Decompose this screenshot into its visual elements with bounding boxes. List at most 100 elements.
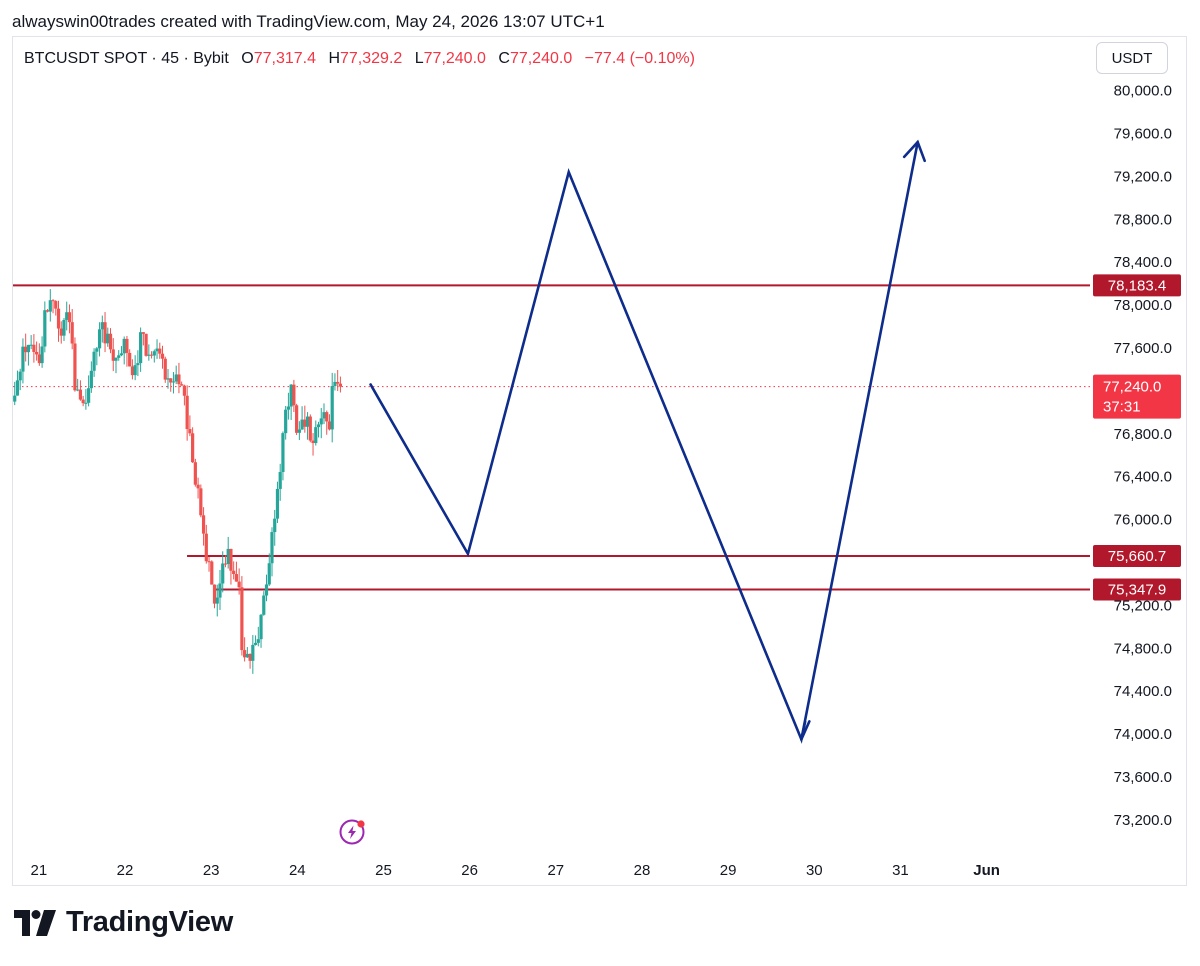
candle-body bbox=[56, 308, 61, 329]
candle-body bbox=[87, 388, 91, 403]
level-badge bbox=[1093, 578, 1181, 601]
candle-body bbox=[201, 515, 206, 534]
candle-body bbox=[199, 488, 203, 516]
candle-body bbox=[103, 322, 107, 344]
candle-body bbox=[305, 416, 310, 427]
candle-body bbox=[316, 424, 321, 428]
price-badges: 78,183.4 75,660.7 75,347.9 77,240.0 37:31 bbox=[1093, 274, 1181, 601]
candle-body bbox=[51, 300, 55, 302]
tradingview-logo: TradingView bbox=[14, 906, 233, 939]
candle-body bbox=[152, 351, 156, 356]
candle-body bbox=[267, 563, 271, 585]
candle-body bbox=[76, 389, 80, 391]
y-tick-label: 78,000.0 bbox=[1114, 297, 1172, 314]
candle-body bbox=[330, 386, 334, 430]
y-tick-label: 74,000.0 bbox=[1114, 726, 1172, 743]
x-tick-label: 29 bbox=[720, 862, 737, 879]
y-tick-label: 76,800.0 bbox=[1114, 426, 1172, 443]
candle-body bbox=[281, 433, 285, 473]
candle-body bbox=[223, 563, 228, 565]
candles bbox=[13, 289, 343, 674]
tradingview-logo-icon bbox=[14, 909, 56, 936]
candle-body bbox=[319, 418, 323, 425]
candle-body bbox=[35, 351, 39, 355]
level-badge-label: 75,660.7 bbox=[1108, 548, 1166, 565]
symbol-name: BTCUSDT SPOT · 45 · Bybit bbox=[24, 50, 229, 67]
candle-body bbox=[182, 385, 187, 396]
candle-body bbox=[311, 440, 315, 444]
candle-body bbox=[166, 378, 170, 380]
x-axis: 21 22 23 24 25 26 27 28 29 30 31 Jun bbox=[31, 862, 1000, 879]
level-badge-label: 75,347.9 bbox=[1108, 581, 1166, 598]
candle-body bbox=[251, 644, 255, 661]
candle-body bbox=[81, 399, 85, 404]
y-tick-label: 80,000.0 bbox=[1114, 83, 1172, 100]
candle-body bbox=[62, 319, 66, 336]
candle-body bbox=[106, 333, 110, 344]
candle-body bbox=[70, 322, 74, 344]
candle-body bbox=[125, 338, 129, 353]
candle-body bbox=[67, 312, 72, 323]
candle-body bbox=[174, 374, 178, 382]
candle-body bbox=[270, 532, 274, 564]
candle-body bbox=[65, 312, 69, 320]
y-tick-label: 78,800.0 bbox=[1114, 211, 1172, 228]
candle-body bbox=[108, 333, 113, 350]
candle-body bbox=[253, 642, 258, 645]
symbol-legend: BTCUSDT SPOT · 45 · Bybit O77,317.4 H77,… bbox=[24, 50, 695, 68]
candle-body bbox=[122, 338, 126, 354]
candle-body bbox=[92, 351, 96, 371]
candle-body bbox=[133, 365, 137, 376]
candle-body bbox=[130, 366, 135, 376]
candle-body bbox=[215, 597, 219, 604]
candle-body bbox=[232, 570, 236, 575]
close-label: C bbox=[498, 50, 510, 67]
candle-body bbox=[111, 349, 115, 361]
x-tick-label: 26 bbox=[461, 862, 478, 879]
notification-dot bbox=[357, 820, 365, 828]
candle-body bbox=[171, 381, 176, 383]
candle-body bbox=[29, 344, 33, 346]
candle-body bbox=[59, 328, 63, 336]
candle-body bbox=[149, 354, 154, 356]
candle-body bbox=[169, 378, 173, 383]
candle-body bbox=[21, 346, 25, 372]
candle-body bbox=[177, 374, 181, 385]
y-axis: 80,000.0 79,600.0 79,200.0 78,800.0 78,400.0… bbox=[1114, 83, 1172, 829]
x-tick-label: 28 bbox=[634, 862, 651, 879]
candle-body bbox=[191, 433, 195, 463]
candle-body bbox=[273, 518, 277, 533]
candle-body bbox=[207, 561, 211, 563]
chart-frame[interactable] bbox=[12, 36, 1187, 886]
candle-body bbox=[15, 380, 20, 396]
event-marker bbox=[339, 819, 365, 845]
candle-body bbox=[243, 650, 247, 658]
candle-body bbox=[322, 412, 326, 419]
candle-body bbox=[147, 354, 151, 356]
candle-body bbox=[78, 389, 83, 400]
candle-body bbox=[229, 548, 233, 571]
candle-body bbox=[325, 412, 329, 422]
candle-body bbox=[234, 574, 239, 582]
lightning-icon bbox=[348, 825, 356, 839]
candle-body bbox=[128, 352, 132, 367]
candle-body bbox=[308, 416, 312, 441]
candle-body bbox=[163, 358, 167, 380]
candle-body bbox=[193, 462, 197, 485]
candle-body bbox=[185, 395, 189, 430]
horizontal-levels bbox=[13, 284, 1090, 591]
x-tick-label: 27 bbox=[547, 862, 564, 879]
currency-button[interactable]: USDT bbox=[1096, 42, 1168, 74]
candle-body bbox=[136, 363, 140, 366]
x-tick-label: 31 bbox=[892, 862, 909, 879]
projection-arrowhead bbox=[902, 139, 926, 163]
high-label: H bbox=[328, 50, 340, 67]
level-badge bbox=[1093, 274, 1181, 297]
candle-body bbox=[226, 548, 230, 564]
candle-body bbox=[97, 329, 102, 349]
high-value: 77,329.2 bbox=[340, 50, 403, 67]
projection-polyline[interactable] bbox=[369, 140, 919, 744]
candle-body bbox=[221, 563, 225, 584]
y-tick-label: 74,800.0 bbox=[1114, 640, 1172, 657]
